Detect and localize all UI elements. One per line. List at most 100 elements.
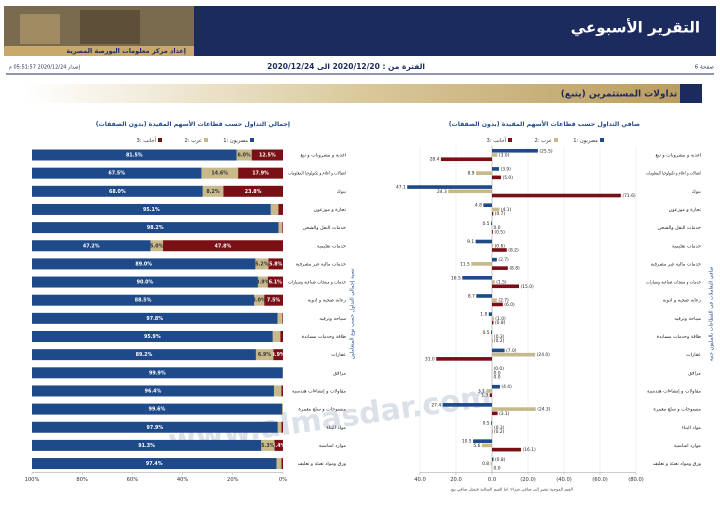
bar-segment [32,331,273,342]
value-label: (1.5) [496,280,507,286]
bar [492,407,536,411]
category-label: مقاولات و إنشاءات هندسية [647,388,701,394]
category-label: بنوك [337,189,346,195]
value-label: (3.1) [499,411,510,417]
bar-segment [282,312,283,324]
bar-segment [32,367,283,379]
value-label: (0.3) [494,425,505,431]
category-label: موارد اساسية [674,443,702,449]
bar-segment [273,349,283,361]
bar [492,411,498,416]
bar [492,425,493,430]
legend-label: مصريون :1 [223,138,248,144]
report-subtitle: إعداد مركز معلومات البورصة المصرية [66,47,186,55]
bar [492,248,507,252]
category-label: بنوك [692,189,701,195]
category-label: تجارة و موزعون [669,207,702,213]
value-label: 88.5% [135,298,152,304]
bar-segment [281,421,283,433]
value-label: 99.9% [149,370,166,376]
value-label: 5.3% [261,443,274,449]
value-label: (6.0) [504,302,515,308]
category-label: مواد البناء [327,425,347,431]
header-photo-detail [80,10,140,44]
bar-segment [277,421,282,433]
bar-segment [255,258,269,270]
page-number: صفحة 6 [695,65,715,71]
bar [492,153,498,157]
value-label: (24.3) [537,407,550,413]
value-label: (4.4) [501,384,512,390]
value-label: (0.7) [495,211,506,217]
bar [407,185,492,189]
bar [492,348,505,353]
bar [440,157,492,162]
value-label: 12.5% [259,153,276,159]
value-label: 4.0% [252,298,265,304]
value-label: 10.5 [462,439,472,445]
category-label: ورق ومواد تعبئة و تغليف [298,461,346,467]
bar-segment [32,276,258,288]
value-label: 24.3 [437,189,447,195]
bar [462,276,492,280]
value-label: 31.0 [425,356,435,362]
value-label: 95.1% [143,207,160,213]
x-tick-label: 20.0 [450,477,462,483]
bar-segment [32,439,262,451]
bar [491,221,492,226]
value-label: 81.5% [126,153,143,159]
bar [492,457,494,462]
legend-label: عرب :2 [534,138,552,144]
x-tick-label: 20% [227,477,239,483]
bar [442,403,492,407]
bar-segment [32,385,274,397]
report-title: التقرير الأسبوعي [571,19,700,37]
bar-segment [32,403,282,415]
legend-label: أجانب :3 [487,136,507,144]
bar [491,421,492,425]
bar [473,439,492,443]
bar [492,243,494,248]
subtitle-band [4,46,194,56]
category-label: خدمات النقل والشحن [657,225,701,231]
category-label: منسوجات و سلع معمرة [298,407,346,413]
bar [492,175,501,180]
bar-segment [281,385,283,397]
value-label: (16.1) [522,447,535,453]
x-tick-label: 0% [279,477,287,483]
x-tick-label: 0.0 [488,477,496,483]
bar-segment [251,149,283,161]
value-label: (3.0) [499,153,510,159]
bar-segment [274,439,283,451]
category-label: سياحة وترفيه [319,316,346,322]
bar-segment [273,385,282,397]
value-label: 47.2% [83,243,100,249]
category-label: خدمات و منتجات صناعية وسيارات [646,280,701,286]
value-label: 68.0% [109,189,126,195]
category-label: خدمات مالية غير مصرفية [651,261,701,267]
value-label: (24.0) [537,352,550,358]
value-label: (2.7) [498,298,509,304]
header-band-lower [194,46,716,56]
category-label: تجارة و موزعون [314,207,347,213]
category-label: موارد اساسية [319,443,347,449]
bar [448,189,492,194]
value-label: 91.3% [138,443,155,449]
bar [492,257,497,262]
category-label: مواد البناء [682,425,702,431]
x-tick-label: (80.0) [628,477,644,483]
value-label: (71.6) [622,193,635,199]
value-label: 16.5 [451,275,461,281]
bar [492,280,495,284]
legend-label: مصريون :1 [573,138,598,144]
bar [492,384,500,389]
legend-swatch [554,138,558,142]
section-marker [680,84,702,103]
value-label: 4.8 [475,203,482,209]
value-label: (1.0) [495,316,506,322]
bar-segment [32,149,237,161]
value-label: (0.3) [494,334,505,340]
bar-segment [277,312,283,324]
bar [492,320,494,325]
